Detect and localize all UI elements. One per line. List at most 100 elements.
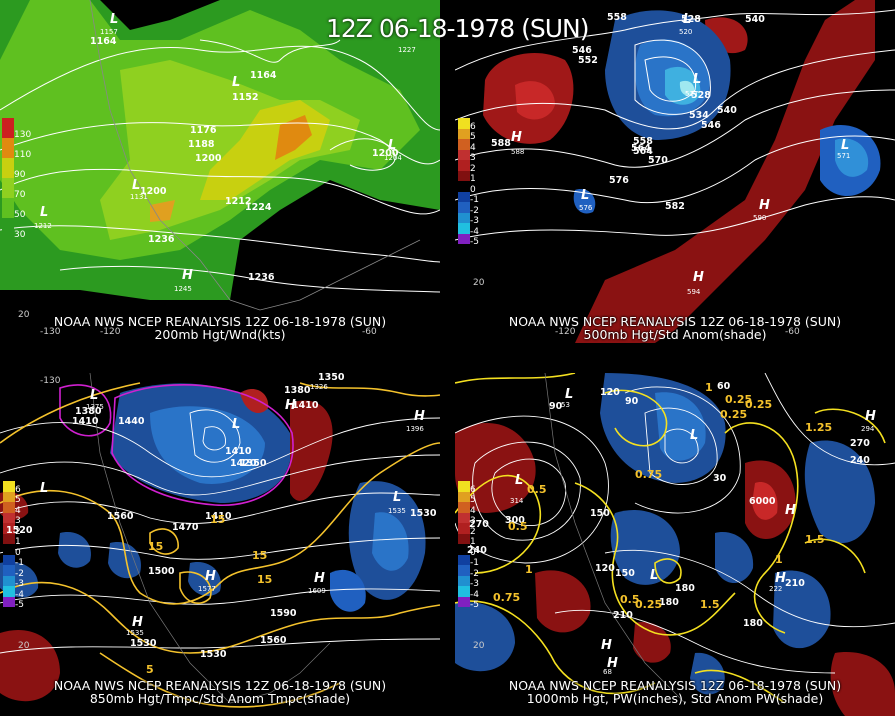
legend-swatch: [2, 218, 14, 238]
contour-label: 240: [467, 545, 487, 556]
legend-swatch: [458, 191, 470, 202]
pressure-label: H: [182, 268, 193, 283]
legend-label: 0: [470, 548, 476, 558]
caption-line2: 1000mb Hgt, PW(inches), Std Anom PW(shad…: [526, 691, 824, 706]
legend-label: 0: [15, 548, 21, 558]
legend-swatch: [458, 149, 470, 160]
contour-label: 1152: [232, 92, 259, 103]
contour-label: 240: [850, 455, 870, 466]
contour-label: 1530: [200, 649, 227, 660]
contour-label: 570: [648, 155, 668, 166]
contour-label: 576: [609, 175, 629, 186]
station-number: 590: [753, 214, 767, 222]
legend-label: -5: [470, 237, 479, 247]
legend-swatch: [458, 223, 470, 234]
station-number: 1131: [130, 193, 148, 201]
legend-label: 3: [470, 516, 476, 526]
legend-swatch: [458, 544, 470, 555]
station-number: 294: [861, 425, 875, 433]
contour-label: 1420: [230, 458, 257, 469]
contour-label: 1560: [260, 635, 287, 646]
station-number: 571: [837, 152, 851, 160]
caption-line2: 500mb Hgt/Std Anom(shade): [583, 327, 767, 342]
pressure-label: L: [393, 490, 402, 505]
contour-label: 1410: [225, 446, 252, 457]
contour-label: 6000: [749, 496, 776, 507]
legend-swatch: [3, 544, 15, 555]
contour-label: 1350: [318, 373, 345, 383]
legend-swatch: [458, 139, 470, 150]
legend-label: -3: [15, 579, 24, 589]
legend-swatch: [2, 158, 14, 178]
legend-label: -3: [470, 216, 479, 226]
legend-label: 5: [470, 495, 476, 505]
temp-label: 15: [148, 540, 164, 553]
contour-label: 30: [713, 473, 727, 484]
pressure-label: L: [132, 178, 141, 193]
legend-label: 3: [470, 153, 476, 163]
panel-caption: NOAA NWS NCEP REANALYSIS 12Z 06-18-1978 …: [0, 315, 440, 341]
contour-label: 120: [600, 387, 620, 398]
pw-label: 0.25: [635, 598, 663, 611]
contour-label: 1236: [148, 234, 175, 245]
map-1000mb: [455, 373, 895, 716]
legend-label: 1: [15, 537, 21, 547]
contour-label: 1164: [250, 70, 277, 81]
temp-label: 15: [257, 573, 273, 586]
legend-label: 6: [470, 122, 476, 132]
legend-swatch: [2, 198, 14, 218]
pw-label: 0.75: [635, 468, 663, 481]
legend-swatch: [458, 533, 470, 544]
legend-swatch: [458, 160, 470, 171]
contour-label: 528: [681, 14, 701, 25]
legend-label: -1: [470, 558, 479, 568]
pressure-label: L: [232, 75, 241, 90]
axis-label: -130: [40, 327, 61, 337]
contour-label: 150: [615, 568, 635, 579]
station-number: 588: [511, 148, 525, 156]
legend-label: -5: [15, 600, 24, 610]
map-850mb: [0, 373, 440, 716]
legend-label: -3: [470, 579, 479, 589]
legend-swatch: [458, 554, 470, 565]
legend-swatch: [3, 554, 15, 565]
contour-label: 180: [743, 618, 763, 629]
panel-caption: NOAA NWS NCEP REANALYSIS 12Z 06-18-1978 …: [0, 679, 440, 705]
contour-label: 180: [659, 597, 679, 608]
caption-line1: NOAA NWS NCEP REANALYSIS 12Z 06-18-1978 …: [508, 678, 842, 693]
legend-swatch: [458, 202, 470, 213]
contour-label: 588: [491, 138, 511, 149]
contour-label: 558: [633, 136, 653, 147]
legend-swatch: [458, 565, 470, 576]
pw-label: 0.5: [508, 520, 528, 533]
contour-label: 582: [665, 201, 685, 212]
legend-label: 70: [14, 190, 26, 200]
contour-label: 564: [631, 143, 651, 154]
legend-label: 5: [470, 132, 476, 142]
station-number: 1326: [310, 383, 328, 391]
temp-label: 15: [210, 513, 226, 526]
legend-label: 4: [470, 506, 476, 516]
contour-label: 150: [590, 508, 610, 519]
temp-label: 15: [252, 549, 268, 562]
pressure-label: H: [775, 571, 786, 586]
legend-label: 6: [15, 485, 21, 495]
panel-200mb: 130 110 90 70 50 30 1164 1152 1164 1176 …: [0, 0, 440, 343]
pressure-label: H: [693, 270, 704, 285]
station-number: 517: [685, 90, 699, 98]
legend-label: 0: [470, 185, 476, 195]
pw-label: 1.5: [805, 533, 825, 546]
temp-label: 5: [146, 663, 154, 676]
legend-label: 3: [15, 516, 21, 526]
contour-label: 90: [625, 396, 639, 407]
contour-label: 1560: [107, 511, 134, 522]
pressure-label: H: [511, 130, 522, 145]
pressure-label: H: [414, 409, 425, 424]
pw-label: 1.25: [805, 421, 833, 434]
legend-swatch: [458, 502, 470, 513]
pressure-label: L: [90, 388, 99, 403]
station-number: 1245: [174, 285, 192, 293]
legend-500mb: 6 5 4 3 2 1 0 -1 -2 -3 -4 -5: [458, 118, 479, 247]
contour-label: 270: [469, 519, 489, 530]
contour-label: 210: [785, 578, 805, 589]
